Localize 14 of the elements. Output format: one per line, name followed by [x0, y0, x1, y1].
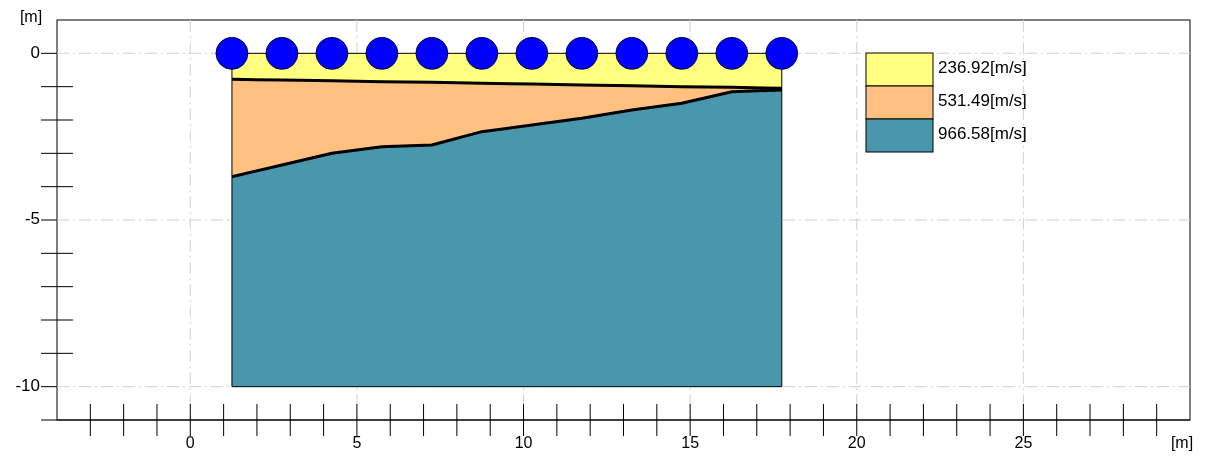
x-tick-label: 10: [514, 434, 533, 451]
x-tick-label: 5: [352, 434, 362, 451]
y-tick-label: 0: [30, 42, 40, 62]
legend-label: 531.49[m/s]: [938, 91, 1027, 111]
legend-label: 236.92[m/s]: [938, 58, 1027, 78]
x-tick-label: 0: [185, 434, 195, 451]
legend-label: 966.58[m/s]: [938, 124, 1027, 144]
y-tick-label: -10: [15, 376, 40, 396]
x-tick-label: 25: [1014, 434, 1033, 451]
y-axis-title: [m]: [19, 8, 43, 25]
x-axis-title: [m]: [1170, 434, 1194, 451]
y-tick-label: -5: [24, 209, 40, 229]
x-tick-label: 20: [847, 434, 866, 451]
x-tick-label: 15: [681, 434, 700, 451]
